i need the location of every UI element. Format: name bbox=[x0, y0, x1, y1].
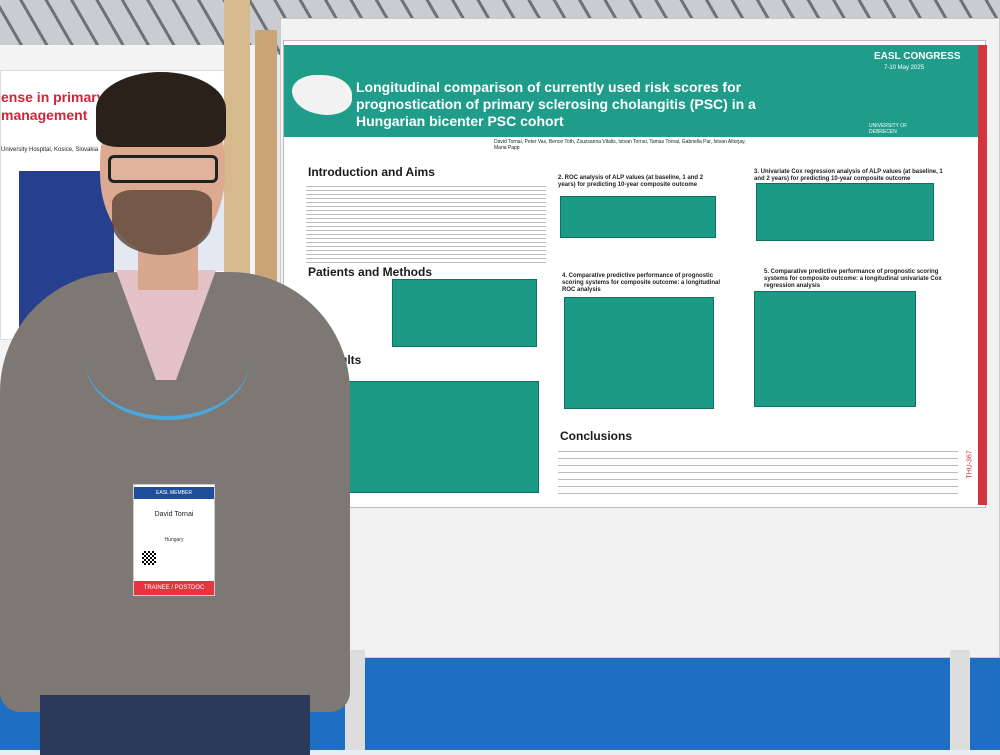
section-heading: Conclusions bbox=[560, 429, 633, 443]
badge-header: EASL MEMBER bbox=[134, 487, 214, 499]
person-jeans bbox=[40, 695, 310, 755]
liver-logo bbox=[292, 75, 352, 115]
conference-dates: 7-10 May 2025 bbox=[884, 65, 925, 71]
table bbox=[392, 279, 537, 347]
table bbox=[344, 381, 539, 493]
person-beard bbox=[112, 190, 212, 255]
text-block bbox=[306, 183, 546, 265]
table bbox=[564, 297, 714, 409]
glasses bbox=[108, 155, 218, 183]
conference: EASL CONGRESS bbox=[874, 51, 961, 62]
poster-id: THU-367 bbox=[966, 450, 974, 479]
board-leg bbox=[345, 650, 365, 750]
panel-heading: 4. Comparative predictive performance of… bbox=[562, 273, 721, 294]
person-hair bbox=[96, 72, 226, 147]
lanyard bbox=[85, 300, 250, 420]
badge-category: TRAINEE / POSTDOC bbox=[134, 581, 214, 595]
section-heading: Introduction and Aims bbox=[308, 165, 435, 179]
poster-header: Longitudinal comparison of currently use… bbox=[284, 45, 987, 148]
badge-name: David Tornai bbox=[154, 511, 194, 518]
board-leg bbox=[950, 650, 970, 750]
badge: EASL MEMBER David Tornai Hungary TRAINEE… bbox=[133, 484, 215, 596]
left-poster-affiliation: University Hospital, Kosice, Slovakia bbox=[1, 147, 99, 153]
panel-heading: 5. Comparative predictive performance of… bbox=[764, 269, 942, 290]
section-heading: Patients and Methods bbox=[308, 265, 433, 279]
panel-heading: 2. ROC analysis of ALP values (at baseli… bbox=[558, 175, 704, 189]
side-strip bbox=[978, 45, 987, 505]
table bbox=[560, 196, 716, 238]
poster: Longitudinal comparison of currently use… bbox=[283, 40, 987, 508]
qr-code bbox=[142, 551, 156, 565]
table bbox=[756, 183, 934, 241]
wood-pole bbox=[255, 30, 277, 320]
poster-title: Longitudinal comparison of currently use… bbox=[356, 79, 756, 129]
contact: Contact information bbox=[290, 141, 357, 148]
badge-country: Hungary bbox=[164, 537, 184, 543]
panel-heading: 3. Univariate Cox regression analysis of… bbox=[754, 169, 943, 183]
text-block bbox=[558, 445, 958, 497]
left-poster-title: management bbox=[1, 107, 88, 123]
table bbox=[754, 291, 916, 407]
authors: David Tornai, Peter Vas, Bence Toth, Zsu… bbox=[494, 139, 746, 151]
university: UNIVERSITY OF DEBRECEN bbox=[869, 123, 908, 135]
wood-pole bbox=[224, 0, 250, 320]
